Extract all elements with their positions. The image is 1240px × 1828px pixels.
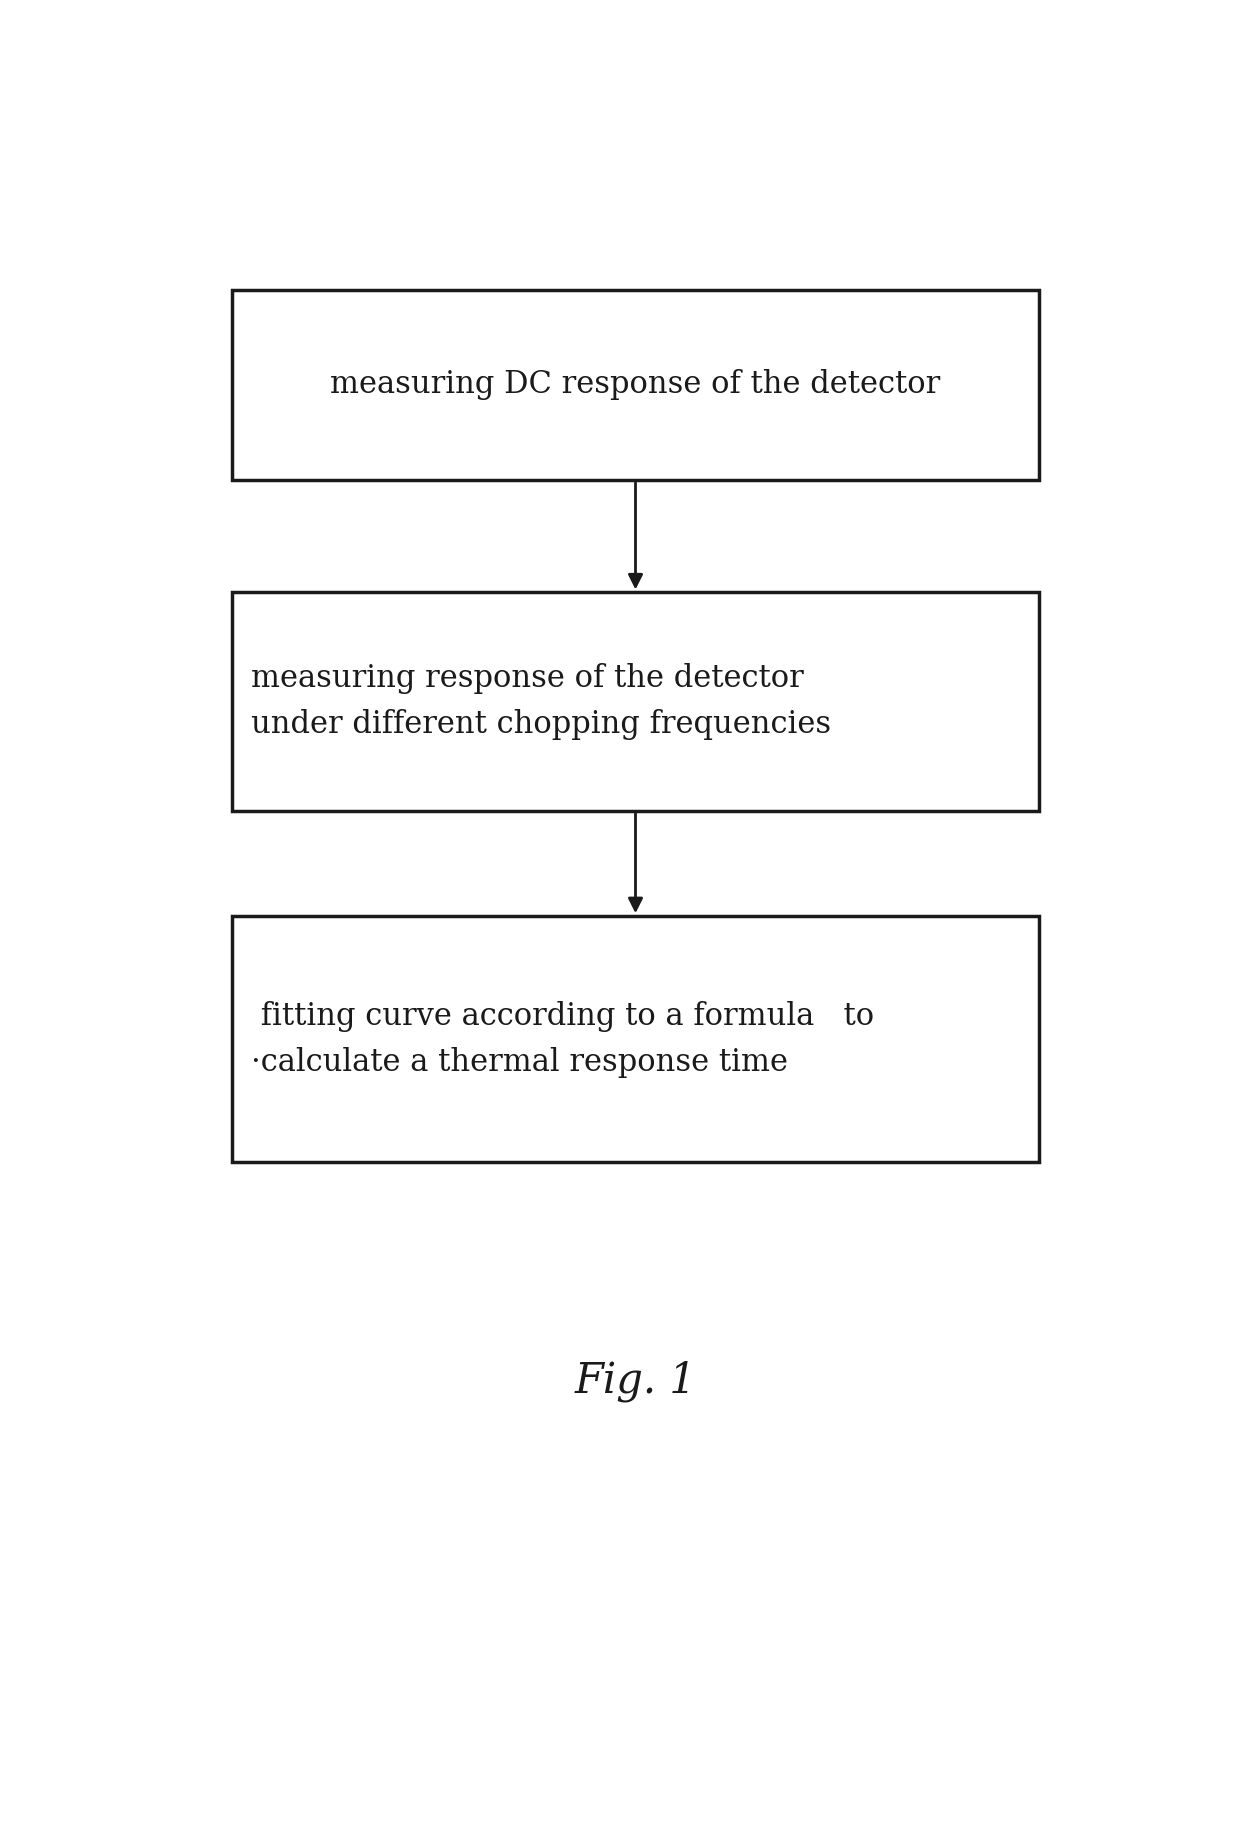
Text: fitting curve according to a formula   to: fitting curve according to a formula to [250,1000,874,1031]
Text: under different chopping frequencies: under different chopping frequencies [250,709,831,740]
Text: measuring response of the detector: measuring response of the detector [250,664,804,693]
Text: Fig. 1: Fig. 1 [574,1360,697,1402]
Bar [232,291,1039,479]
Text: ·calculate a thermal response time: ·calculate a thermal response time [250,1047,789,1079]
Bar [232,592,1039,810]
Bar [232,916,1039,1163]
Text: measuring DC response of the detector: measuring DC response of the detector [330,369,941,400]
